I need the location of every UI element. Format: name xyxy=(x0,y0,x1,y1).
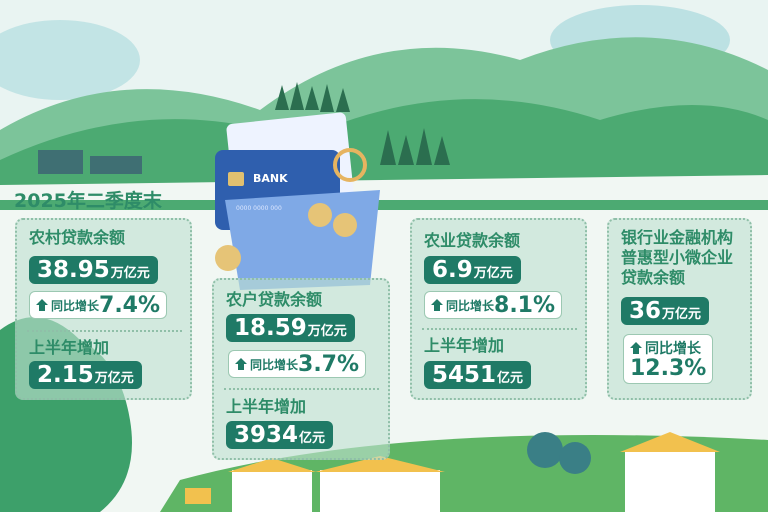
card-farmer-loans: 农户贷款余额 18.59 万亿元 同比增长 3.7% 上半年增加 3934 亿元 xyxy=(212,278,390,460)
bank-card-text: BANK xyxy=(253,172,288,185)
unit: 万亿元 xyxy=(94,371,134,386)
card-label: 农村贷款余额 xyxy=(29,228,126,247)
card-label-line: 银行业金融机构 xyxy=(621,228,734,247)
growth-pill: 同比增长 3.7% xyxy=(228,350,367,378)
divider xyxy=(27,330,182,332)
bank-card-number: 0000 0000 000 xyxy=(236,205,282,212)
value: 38.95 xyxy=(37,257,110,283)
value-pill: 6.9 万亿元 xyxy=(424,256,521,284)
value: 6.9 xyxy=(432,257,473,283)
increase-pill: 2.15 万亿元 xyxy=(29,361,142,389)
value-pill: 18.59 万亿元 xyxy=(226,314,355,342)
up-arrow-icon xyxy=(36,299,48,311)
increase-pill: 5451 亿元 xyxy=(424,361,532,389)
unit: 亿元 xyxy=(299,431,326,446)
increase-pill: 3934 亿元 xyxy=(226,421,334,449)
value-pill: 36 万亿元 xyxy=(621,297,710,325)
page-title: 2025年二季度末 xyxy=(14,190,162,212)
unit: 万亿元 xyxy=(662,307,702,322)
increase-value: 3934 xyxy=(234,422,299,448)
increase-label: 上半年增加 xyxy=(226,397,307,416)
value-pill: 38.95 万亿元 xyxy=(29,256,158,284)
card-small-micro-loans: 银行业金融机构 普惠型小微企业 贷款余额 36 万亿元 同比增长 12.3% xyxy=(607,218,752,400)
up-arrow-icon xyxy=(235,358,247,370)
up-arrow-icon xyxy=(630,342,642,354)
card-label-line: 普惠型小微企业 xyxy=(621,248,734,267)
growth-label: 同比增长 xyxy=(446,298,495,313)
card-label-line: 贷款余额 xyxy=(621,268,686,287)
growth-pill: 同比增长 7.4% xyxy=(29,291,168,319)
unit: 万亿元 xyxy=(110,266,150,281)
value: 36 xyxy=(629,298,662,324)
divider xyxy=(422,328,577,330)
card-rural-loans: 农村贷款余额 38.95 万亿元 同比增长 7.4% 上半年增加 2.15 万亿元 xyxy=(15,218,192,400)
growth-label: 同比增长 xyxy=(51,298,100,313)
increase-label: 上半年增加 xyxy=(424,336,505,355)
growth-value: 3.7% xyxy=(298,351,360,377)
value: 18.59 xyxy=(234,315,307,341)
unit: 亿元 xyxy=(497,371,524,386)
unit: 万亿元 xyxy=(473,266,513,281)
growth-label: 同比增长 xyxy=(645,341,701,357)
increase-value: 5451 xyxy=(432,362,497,388)
card-label: 农业贷款余额 xyxy=(424,231,521,250)
card-agricultural-loans: 农业贷款余额 6.9 万亿元 同比增长 8.1% 上半年增加 5451 亿元 xyxy=(410,218,587,400)
increase-value: 2.15 xyxy=(37,362,94,388)
up-arrow-icon xyxy=(431,299,443,311)
increase-label: 上半年增加 xyxy=(29,338,110,357)
growth-value: 8.1% xyxy=(494,292,556,318)
growth-pill: 同比增长 12.3% xyxy=(623,334,714,384)
unit: 万亿元 xyxy=(307,324,347,339)
divider xyxy=(224,388,379,390)
growth-value: 12.3% xyxy=(630,356,707,381)
card-label: 农户贷款余额 xyxy=(226,290,323,309)
growth-value: 7.4% xyxy=(99,292,161,318)
growth-label: 同比增长 xyxy=(250,357,299,372)
growth-pill: 同比增长 8.1% xyxy=(424,291,563,319)
